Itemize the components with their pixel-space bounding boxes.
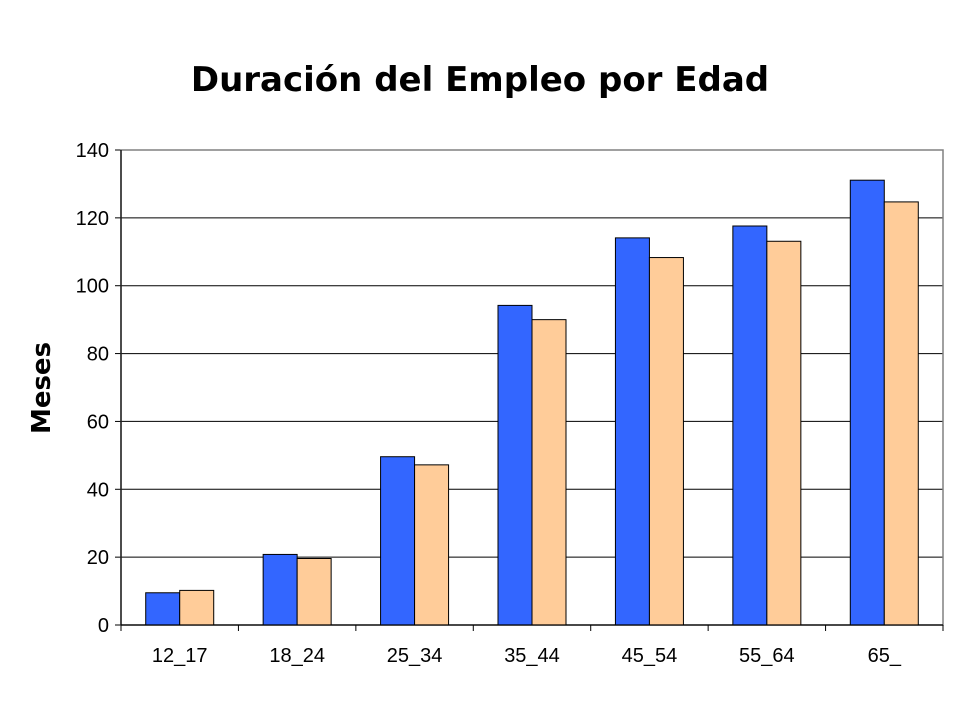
bar — [614, 237, 650, 626]
y-tick-label: 60 — [87, 411, 109, 433]
bar — [497, 304, 533, 626]
bar — [262, 553, 298, 626]
y-tick-label: 40 — [87, 479, 109, 501]
bar — [732, 225, 768, 626]
bar — [414, 464, 450, 626]
x-tick-label: 12_17 — [152, 645, 208, 667]
bar — [766, 240, 802, 626]
x-tick-label: 55_64 — [739, 645, 795, 667]
bar — [179, 589, 215, 626]
plot-area: 0 20 40 60 80 100 120 140 12_17 18_24 25_34 35_44 45… — [76, 140, 944, 667]
y-tick-label: 80 — [87, 344, 109, 366]
x-tick-label: 35_44 — [504, 645, 560, 667]
bar — [531, 319, 567, 626]
y-tick-label: 0 — [98, 615, 109, 637]
x-tick-label: 18_24 — [269, 645, 325, 667]
bar — [648, 257, 684, 626]
bar — [849, 179, 885, 626]
y-tick-label: 120 — [76, 208, 109, 230]
bar — [145, 592, 181, 626]
bar — [380, 456, 416, 626]
chart-title: Duración del Empleo por Edad — [191, 60, 769, 100]
y-tick-label: 100 — [76, 276, 109, 298]
y-tick-label: 20 — [87, 547, 109, 569]
bar — [883, 201, 919, 626]
y-tick-label: 140 — [76, 140, 109, 162]
x-tick-label: 65_ — [868, 645, 902, 667]
x-tick-label: 45_54 — [622, 645, 678, 667]
y-axis-label: Meses — [27, 342, 57, 434]
bar — [296, 558, 332, 626]
x-tick-label: 25_34 — [387, 645, 443, 667]
